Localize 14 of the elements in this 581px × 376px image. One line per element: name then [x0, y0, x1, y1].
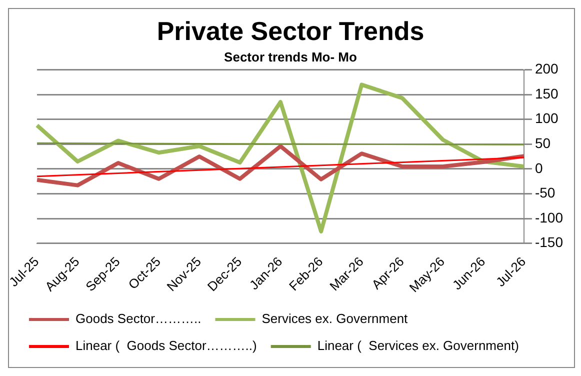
y-tick-label: 200: [534, 60, 559, 77]
y-tick-label: 100: [534, 110, 559, 126]
legend-label: Linear ( Goods Sector………..): [76, 338, 257, 354]
y-tick-label: -100: [534, 209, 564, 226]
y-tick-label: 150: [534, 85, 559, 102]
legend-label: Goods Sector………..: [76, 311, 202, 326]
chart-subtitle: Sector trends Mo- Mo: [224, 50, 357, 65]
y-tick-label: -150: [534, 234, 564, 250]
y-tick-label: 0: [534, 160, 543, 176]
y-tick-label: -50: [534, 184, 556, 201]
legend-label: Services ex. Government: [262, 311, 408, 326]
y-tick-label: 50: [534, 135, 551, 152]
chart-title: Private Sector Trends: [156, 16, 424, 46]
legend-label: Linear ( Services ex. Government): [317, 338, 519, 354]
